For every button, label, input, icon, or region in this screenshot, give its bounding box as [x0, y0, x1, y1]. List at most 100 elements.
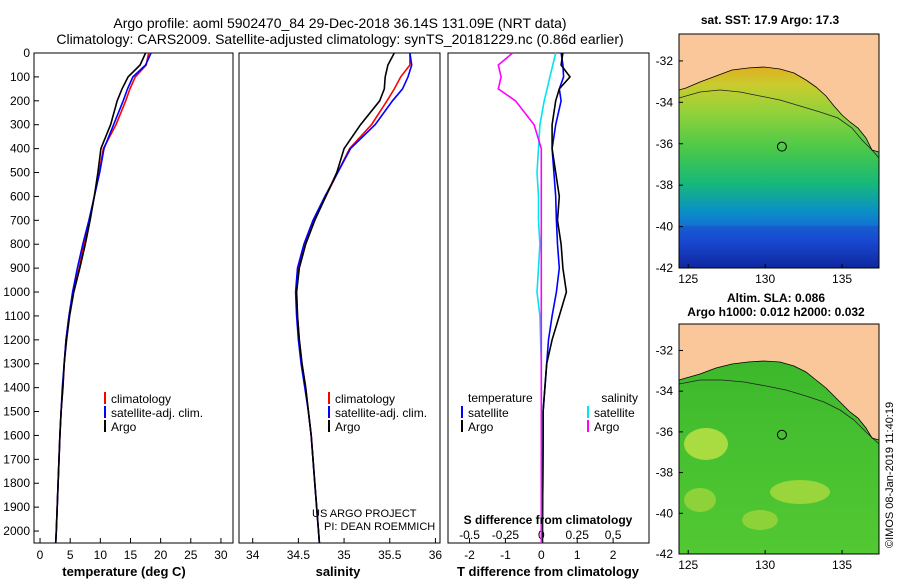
legend-climatology: climatology — [111, 392, 171, 406]
header-line-2: Climatology: CARS2009. Satellite-adjuste… — [56, 31, 623, 47]
x-tick-label: 35.5 — [378, 548, 402, 562]
x-tick-label: 25 — [184, 548, 198, 562]
temperature-xlabel: temperature (deg C) — [62, 564, 186, 579]
x-tick-label: 36 — [429, 548, 443, 562]
sla-map-title: Altim. SLA: 0.086 — [727, 291, 825, 305]
float-marker — [776, 429, 787, 440]
x-tick-label: 30 — [214, 548, 228, 562]
depth-tick-label: 1800 — [3, 476, 30, 490]
sla-anomaly-high — [684, 488, 716, 512]
series-line-satellite-adj-clim- — [54, 52, 152, 544]
x-tick-label: -2 — [464, 548, 475, 562]
depth-tick-label: 1000 — [3, 285, 30, 299]
difference-xlabel: T difference from climatology — [457, 564, 640, 579]
legend-climatology: climatology — [335, 392, 395, 406]
depth-tick-label: 500 — [10, 166, 30, 180]
map-y-tick-label: -34 — [656, 384, 674, 398]
depth-tick-label: 100 — [10, 70, 30, 84]
sla-map-axes: 125 130 135 -32 -34 -36 -38 -40 -42 — [656, 343, 853, 572]
depth-tick-label: 1600 — [3, 428, 30, 442]
salinity-xlabel: salinity — [316, 564, 362, 579]
x-tick-label: 34 — [246, 548, 260, 562]
sla-map-subtitle: Argo h1000: 0.012 h2000: 0.032 — [687, 305, 865, 319]
float-marker — [776, 141, 787, 152]
series-line-temperature-satellite — [541, 52, 565, 543]
map-x-tick-label: 135 — [832, 558, 852, 572]
land-australia — [679, 324, 879, 440]
depth-tick-label: 400 — [10, 142, 30, 156]
sla-anomaly-high — [684, 428, 728, 460]
depth-tick-label: 1900 — [3, 500, 30, 514]
sst-map-title: sat. SST: 17.9 Argo: 17.3 — [701, 13, 840, 27]
x-tick-label: 0 — [37, 548, 44, 562]
legend-s-satellite: satellite — [594, 406, 635, 420]
difference-x-axis: -2 -1 0 1 2-0.5 -0.25 0 0.25 0.5 — [459, 528, 622, 562]
depth-tick-label: 0 — [23, 46, 30, 60]
depth-tick-label: 1100 — [4, 309, 30, 323]
temperature-lines — [54, 52, 152, 544]
shelf-contour — [679, 379, 879, 445]
series-line-climatology — [54, 52, 150, 544]
x-top-tick-label: 0.5 — [605, 528, 622, 542]
depth-tick-label: 1300 — [3, 357, 30, 371]
difference-frame — [447, 52, 650, 544]
salinity-frame — [238, 52, 441, 544]
land-australia — [679, 34, 879, 152]
project-credit: US ARGO PROJECT — [312, 508, 417, 520]
coastline — [679, 66, 879, 153]
legend-argo: Argo — [111, 420, 137, 434]
x-tick-label: -1 — [500, 548, 511, 562]
depth-tick-label: 800 — [10, 237, 30, 251]
x-tick-label: 0 — [538, 548, 545, 562]
legend-argo: Argo — [335, 420, 361, 434]
x-top-tick-label: -0.5 — [459, 528, 480, 542]
temperature-panel: 0100200300400500600700800900100011001200… — [3, 46, 234, 579]
series-line-temperature-argo — [541, 52, 572, 543]
depth-tick-label: 700 — [10, 213, 30, 227]
depth-tick-label: 2000 — [3, 524, 30, 538]
coastline — [679, 360, 879, 441]
depth-tick-label: 900 — [10, 261, 30, 275]
x-tick-label: 1 — [574, 548, 581, 562]
sla-map-frame — [678, 323, 880, 555]
x-tick-label: 34.5 — [287, 548, 311, 562]
depth-tick-label: 600 — [10, 189, 30, 203]
x-top-tick-label: 0.25 — [566, 528, 590, 542]
sst-map-image — [679, 34, 879, 268]
depth-tick-label: 200 — [10, 94, 30, 108]
header-line-1: Argo profile: aoml 5902470_84 29-Dec-201… — [113, 15, 566, 31]
salinity-x-axis: 34 34.5 35 35.5 36 — [246, 538, 442, 562]
map-y-tick-label: -38 — [656, 178, 674, 192]
x-tick-label: 5 — [67, 548, 74, 562]
imos-stamp: ©IMOS 08-Jan-2019 11:40:19 — [884, 402, 896, 548]
temperature-x-axis: 0 5 10 15 20 25 30 — [37, 538, 228, 562]
sla-map-image — [679, 324, 879, 554]
x-tick-label: 15 — [124, 548, 138, 562]
map-y-tick-label: -42 — [656, 261, 674, 275]
salinity-lines — [294, 52, 413, 544]
x-tick-label: 20 — [154, 548, 168, 562]
legend-salinity-title: salinity — [601, 391, 638, 405]
x-tick-label: 2 — [610, 548, 617, 562]
map-y-tick-label: -36 — [656, 425, 674, 439]
difference-panel: -2 -1 0 1 2-0.5 -0.25 0 0.25 0.5 T difference fr… — [447, 52, 650, 579]
map-y-tick-label: -40 — [656, 506, 674, 520]
depth-tick-label: 1500 — [3, 405, 30, 419]
depth-tick-label: 300 — [10, 118, 30, 132]
depth-tick-label: 1400 — [3, 381, 30, 395]
legend-t-satellite: satellite — [468, 406, 509, 420]
map-x-tick-label: 125 — [678, 558, 698, 572]
legend-satellite: satellite-adj. clim. — [335, 406, 427, 420]
depth-axis: 0 100 200 300 400 500 600 700 800 900 1000 1100 1200… — [3, 46, 39, 538]
sst-map-panel: sat. SST: 17.9 Argo: 17.3 125 130 135 -32 -3… — [656, 13, 880, 286]
difference-xlabel-top: S difference from climatology — [464, 513, 633, 527]
x-tick-label: 10 — [94, 548, 108, 562]
difference-lines — [497, 52, 572, 543]
sla-anomaly-high — [770, 480, 830, 504]
shelf-contour — [679, 89, 879, 159]
legend-t-argo: Argo — [468, 420, 494, 434]
sst-cold-band — [679, 226, 879, 268]
legend-s-argo: Argo — [594, 420, 620, 434]
legend-temperature-title: temperature — [468, 391, 533, 405]
map-x-tick-label: 130 — [755, 272, 775, 286]
